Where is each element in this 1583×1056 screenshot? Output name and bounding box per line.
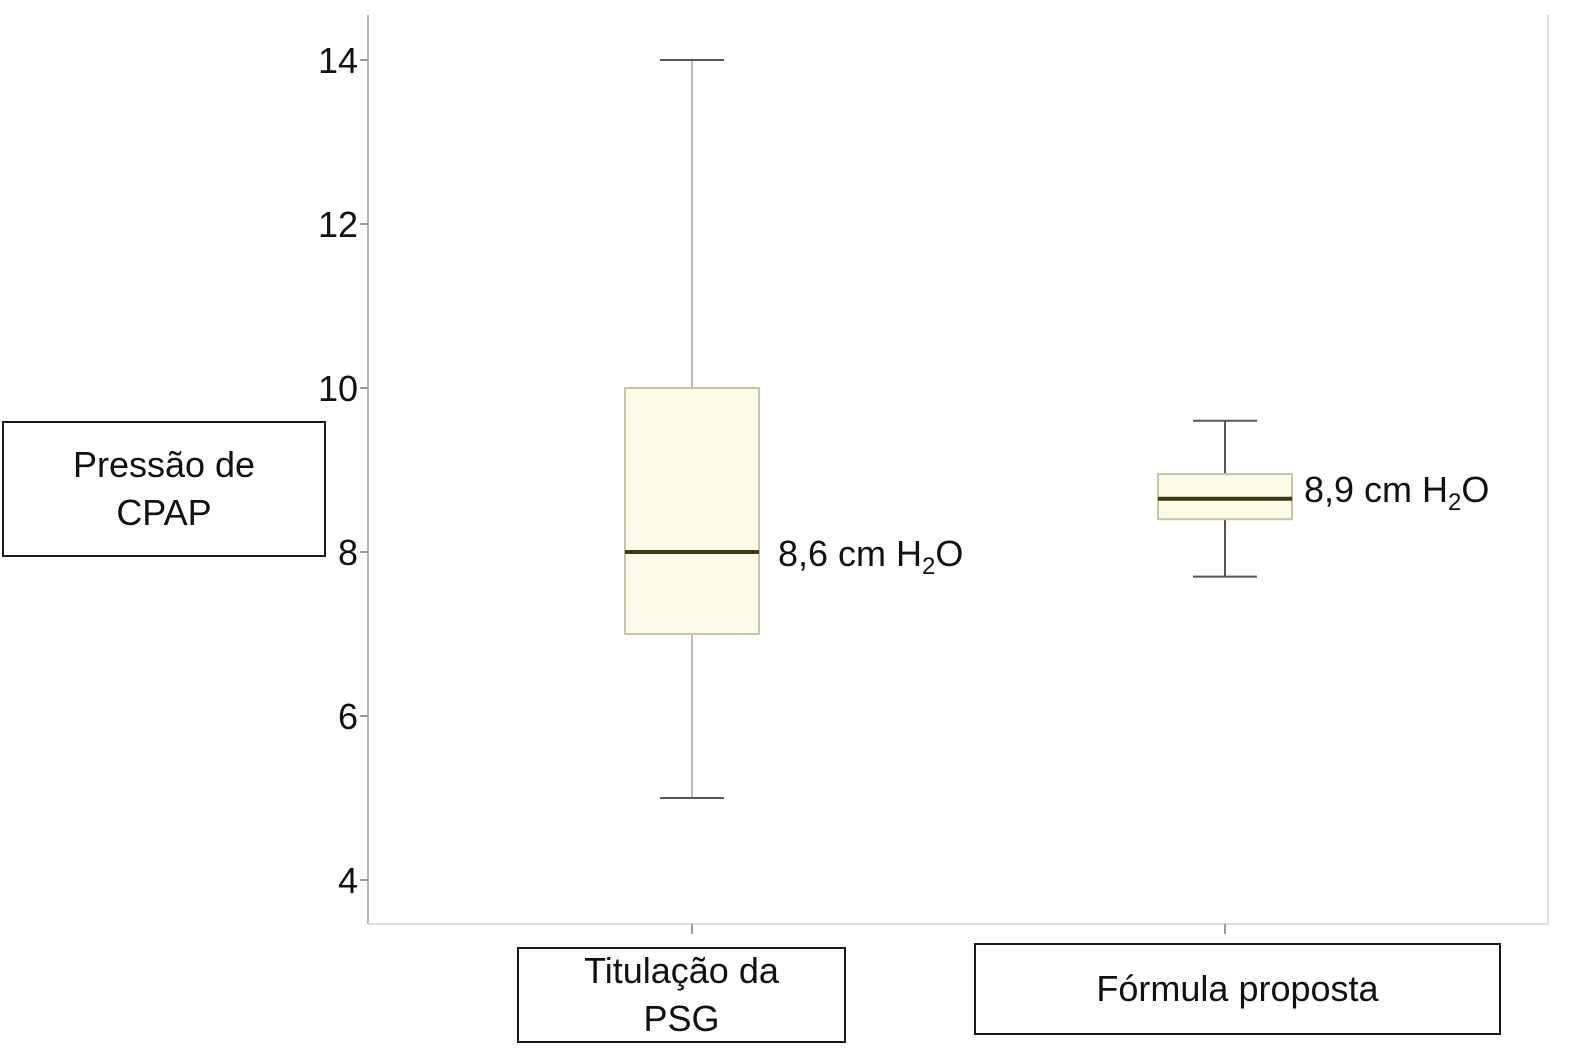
y-axis-label-line-1: Pressão de <box>72 444 256 485</box>
x-category-label-psg: Titulação da PSG <box>517 947 846 1043</box>
median-annotation-formula: 8,9 cm H2O <box>1304 469 1489 517</box>
y-tick-label-8: 8 <box>338 532 358 573</box>
x-category-label-psg-line-1: Titulação da <box>584 950 779 991</box>
x-category-label-psg-line-2: PSG <box>643 998 720 1039</box>
y-axis-label-line-2: CPAP <box>116 492 212 533</box>
y-tick-label-6: 6 <box>338 696 358 737</box>
x-category-label-formula: Fórmula proposta <box>974 943 1501 1035</box>
median-annotation-psg-suffix: O <box>935 533 964 574</box>
y-tick-label-4: 4 <box>338 860 358 901</box>
boxes <box>624 59 1293 799</box>
box-body <box>1157 473 1293 521</box>
axes: 4 6 8 10 12 14 <box>318 15 1549 934</box>
y-tick-label-12: 12 <box>318 204 358 245</box>
y-axis-label-box: Pressão de CPAP <box>2 421 326 557</box>
box-body <box>624 387 760 635</box>
y-tick-label-10: 10 <box>318 368 358 409</box>
box-1 <box>624 59 760 799</box>
box-2 <box>1157 419 1293 578</box>
median-annotation-formula-sub: 2 <box>1448 489 1462 516</box>
median-annotation-formula-prefix: 8,9 cm H <box>1304 469 1449 510</box>
median-annotation-formula-suffix: O <box>1461 469 1490 510</box>
median-annotation-psg-prefix: 8,6 cm H <box>778 533 923 574</box>
y-tick-label-14: 14 <box>318 40 358 81</box>
x-category-label-formula-line-1: Fórmula proposta <box>1096 968 1379 1009</box>
median-annotation-psg-sub: 2 <box>922 553 936 580</box>
median-annotation-psg: 8,6 cm H2O <box>778 533 963 581</box>
